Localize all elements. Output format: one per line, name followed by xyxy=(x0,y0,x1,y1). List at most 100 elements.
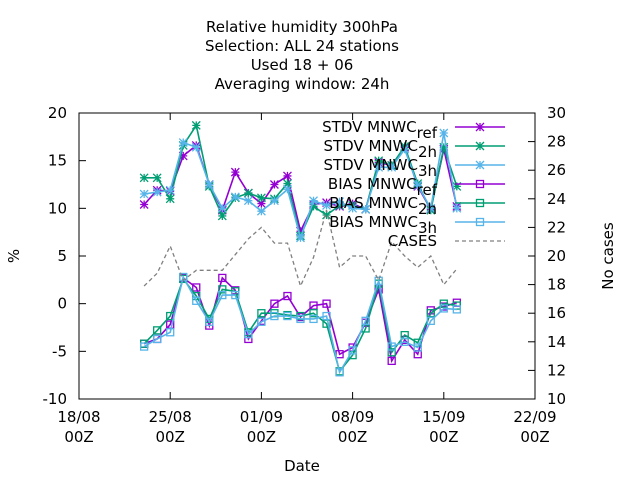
data-point xyxy=(244,330,253,339)
title-line: Used 18 + 06 xyxy=(251,56,354,74)
x-tick-label: 25/08 xyxy=(149,408,192,426)
data-point xyxy=(439,304,448,313)
legend-marker xyxy=(475,160,485,170)
data-point xyxy=(217,203,227,213)
legend-marker xyxy=(475,141,485,151)
data-point xyxy=(322,311,331,321)
y2-axis-label: No cases xyxy=(599,222,617,290)
y2-tick-label: 12 xyxy=(547,361,566,379)
data-point xyxy=(282,179,292,189)
data-point xyxy=(361,316,370,325)
data-point xyxy=(218,285,227,294)
legend-label-subscript: ref xyxy=(417,181,438,199)
x-tick-label: 01/09 xyxy=(240,408,283,426)
y-tick-label: 0 xyxy=(57,295,67,313)
y2-tick-label: 16 xyxy=(547,304,566,322)
x-tick-label-time: 00Z xyxy=(520,428,549,446)
legend-label: CASES xyxy=(388,232,437,250)
data-point xyxy=(400,144,410,154)
legend-label-subscript: ref xyxy=(417,124,438,142)
legend-marker xyxy=(475,122,485,132)
y2-tick-label: 22 xyxy=(547,218,566,236)
title-line: Averaging window: 24h xyxy=(215,75,390,93)
data-point xyxy=(452,203,462,213)
data-point xyxy=(270,311,279,321)
plot-frame xyxy=(78,112,536,400)
data-point xyxy=(361,204,371,214)
series-6 xyxy=(143,210,458,288)
data-point xyxy=(231,290,240,300)
data-point xyxy=(153,334,162,344)
y-tick-label: 15 xyxy=(48,152,67,170)
data-point xyxy=(178,151,188,161)
data-point xyxy=(257,309,266,318)
axes-layer: -10 -5 0 5 10 15 20 10 12 14 16 18 20 22 24 26 28 30 18/08… xyxy=(43,104,567,446)
data-point xyxy=(257,317,266,326)
legend-label-subscript: 3h xyxy=(418,219,437,237)
legend-label-subscript: 2h xyxy=(418,143,437,161)
data-point xyxy=(282,171,292,181)
data-point xyxy=(178,138,188,148)
y-tick-label: 10 xyxy=(48,199,67,217)
legend-marker xyxy=(475,179,485,189)
data-point xyxy=(439,142,449,152)
data-point xyxy=(217,211,227,221)
data-point xyxy=(139,173,149,183)
y-tick-label: 5 xyxy=(57,247,67,265)
data-point xyxy=(335,197,345,207)
data-point xyxy=(322,210,332,220)
x-tick-label-time: 00Z xyxy=(64,428,93,446)
data-point xyxy=(348,346,357,355)
data-point xyxy=(309,196,318,206)
data-point xyxy=(322,201,332,210)
series-layer xyxy=(139,120,462,377)
data-point xyxy=(309,201,318,211)
y2-tick-label: 30 xyxy=(547,104,566,122)
data-point xyxy=(296,314,305,324)
data-point xyxy=(243,196,253,206)
legend-label-subscript: 2h xyxy=(418,200,437,218)
series-line xyxy=(143,277,457,374)
y2-tick-label: 10 xyxy=(547,390,566,408)
data-point xyxy=(387,356,396,366)
data-point xyxy=(166,328,175,337)
data-point xyxy=(426,316,435,325)
legend-marker xyxy=(475,217,485,227)
series-line xyxy=(143,210,458,288)
data-point xyxy=(387,342,396,351)
data-point xyxy=(348,203,358,213)
data-point xyxy=(192,283,201,292)
data-point xyxy=(335,368,344,377)
data-point xyxy=(269,180,279,189)
y2-tick-label: 14 xyxy=(547,333,566,351)
title-line: Relative humidity 300hPa xyxy=(206,18,398,36)
x-tick-label-time: 00Z xyxy=(429,428,458,446)
data-point xyxy=(205,317,214,326)
x-tick-label: 22/09 xyxy=(513,408,556,426)
data-point xyxy=(282,184,292,194)
x-tick-label: 18/08 xyxy=(57,408,100,426)
data-point xyxy=(296,226,305,236)
series-4 xyxy=(139,274,461,376)
data-point xyxy=(218,290,227,300)
data-point xyxy=(452,181,462,191)
series-line xyxy=(143,274,457,375)
data-point xyxy=(413,343,422,352)
data-point xyxy=(309,309,318,318)
data-point xyxy=(152,187,162,197)
y-tick-label: -10 xyxy=(43,390,68,408)
x-tick-label-time: 00Z xyxy=(247,428,276,446)
data-point xyxy=(230,167,240,177)
data-point xyxy=(243,188,253,198)
y2-tick-label: 24 xyxy=(547,190,566,208)
data-point xyxy=(139,189,149,199)
data-point xyxy=(230,192,240,202)
data-point xyxy=(218,273,227,283)
series-line xyxy=(143,276,458,364)
data-point xyxy=(374,156,384,166)
data-point xyxy=(426,203,436,213)
